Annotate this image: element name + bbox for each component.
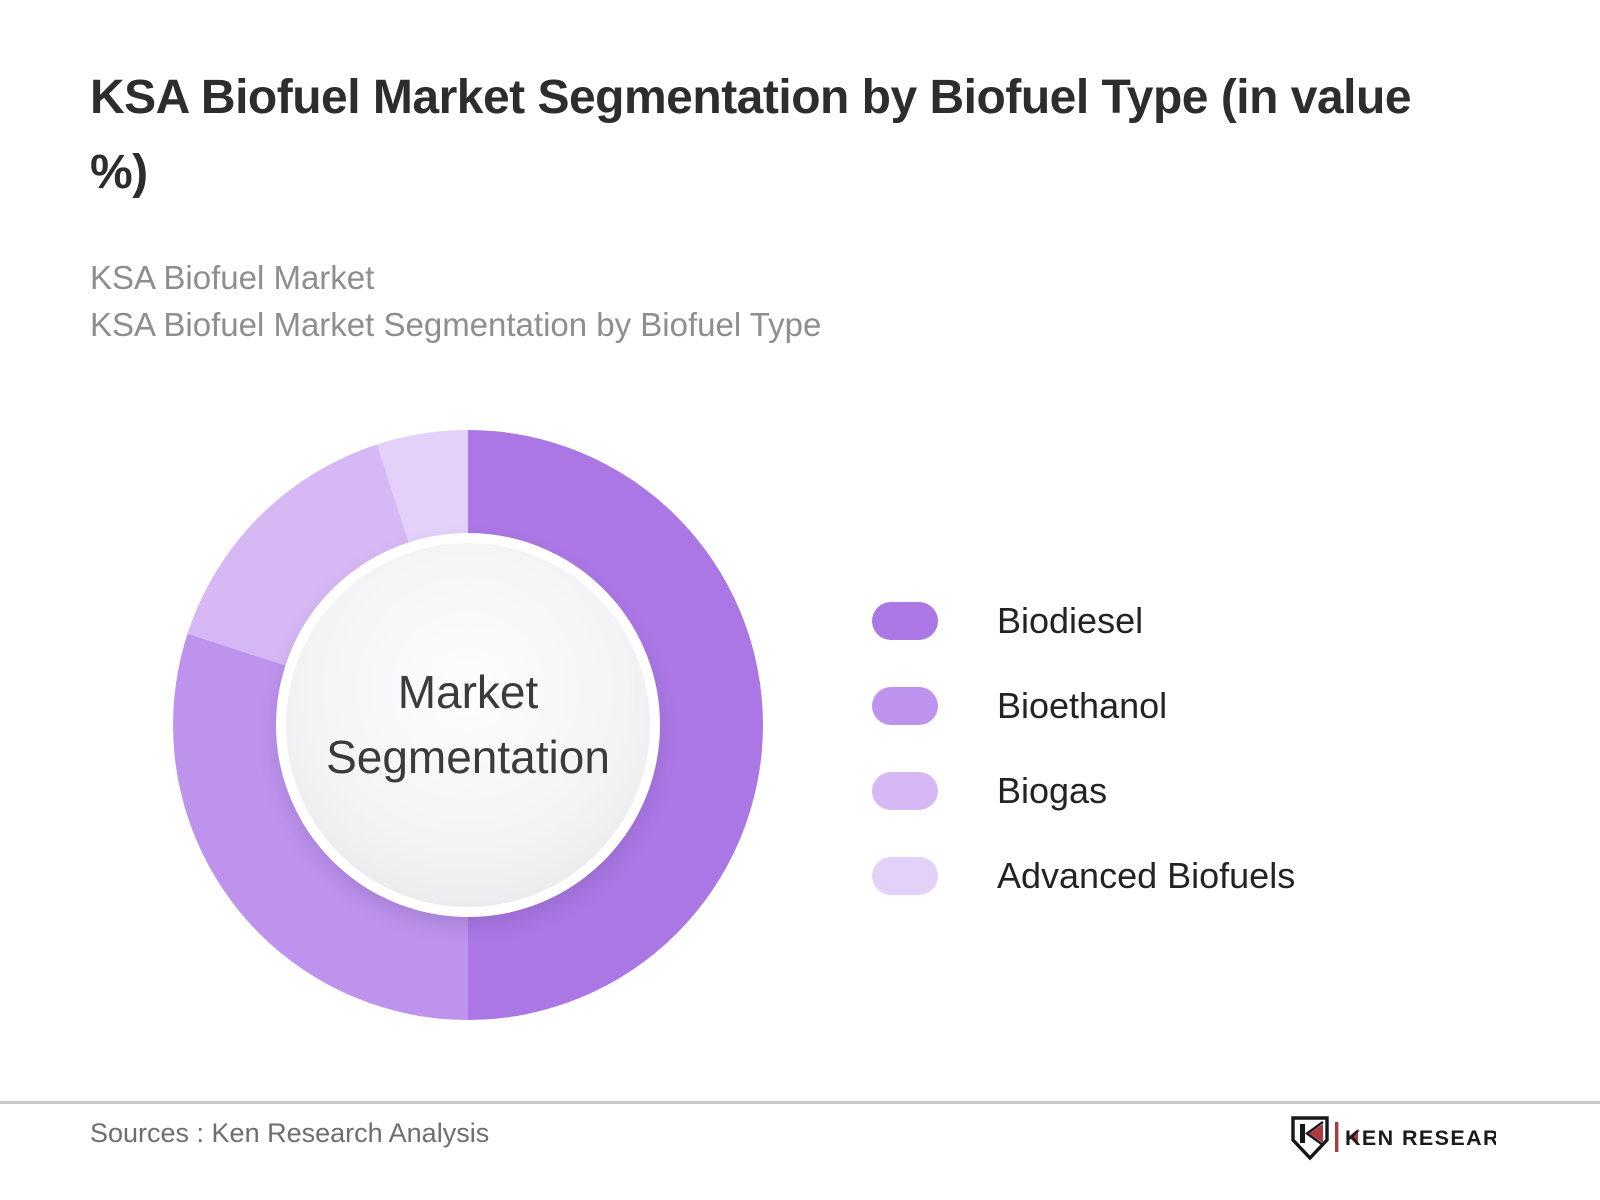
legend-item-advanced-biofuels: Advanced Biofuels <box>872 855 1296 896</box>
legend-item-biodiesel: Biodiesel <box>872 600 1295 641</box>
ken-research-logo: KEN RESEARCH <box>1291 1116 1496 1161</box>
donut-center-disc: Market Segmentation <box>276 533 660 917</box>
chart-legend: Biodiesel Bioethanol Biogas Advanced Bio… <box>872 600 1296 942</box>
legend-label-biodiesel: Biodiesel <box>997 600 1144 641</box>
footer-divider <box>0 1101 1600 1104</box>
legend-item-bioethanol: Bioethanol <box>872 685 1295 726</box>
chart-subtitle: KSA Biofuel Market KSA Biofuel Market Se… <box>90 254 1290 348</box>
legend-label-biogas: Biogas <box>997 770 1108 811</box>
legend-label-bioethanol: Bioethanol <box>997 685 1168 726</box>
legend-item-biogas: Biogas <box>872 770 1295 811</box>
donut-chart: Market Segmentation <box>173 430 763 1020</box>
ken-research-shield-icon <box>1291 1116 1329 1161</box>
legend-swatch-advanced-biofuels <box>872 857 938 895</box>
donut-center-label: Market Segmentation <box>326 665 610 783</box>
logo-k-arrow <box>1348 1129 1358 1145</box>
brand-wordmark: KEN RESEARCH <box>1345 1126 1496 1150</box>
legend-label-advanced-biofuels: Advanced Biofuels <box>997 855 1296 896</box>
logo-separator <box>1335 1122 1339 1152</box>
legend-swatch-biodiesel <box>872 602 938 640</box>
legend-swatch-biogas <box>872 772 938 810</box>
legend-swatch-bioethanol <box>872 687 938 725</box>
sources-note: Sources : Ken Research Analysis <box>90 1118 490 1148</box>
subtitle-line-2: KSA Biofuel Market Segmentation by Biofu… <box>90 306 822 343</box>
subtitle-line-1: KSA Biofuel Market <box>90 259 375 296</box>
page-title: KSA Biofuel Market Segmentation by Biofu… <box>90 71 1412 199</box>
